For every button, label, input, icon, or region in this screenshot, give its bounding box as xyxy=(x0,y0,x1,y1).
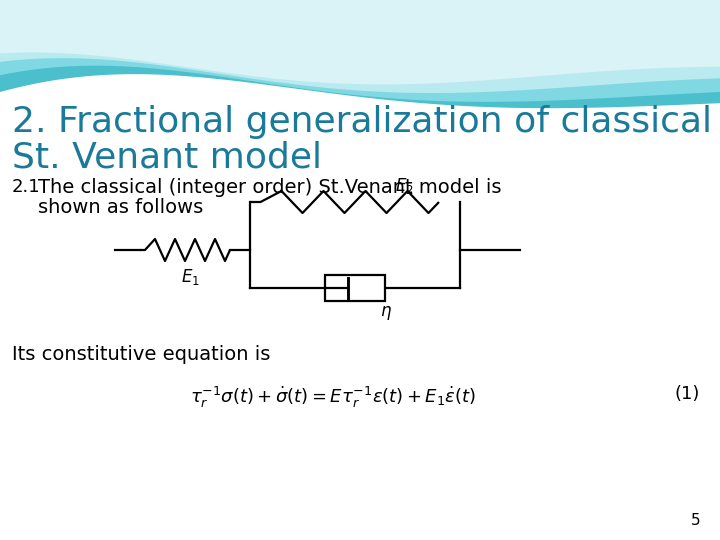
Text: The classical (integer order) St.Venant model is: The classical (integer order) St.Venant … xyxy=(38,178,502,197)
Text: shown as follows: shown as follows xyxy=(38,198,203,217)
Text: 2.1: 2.1 xyxy=(12,178,40,196)
Polygon shape xyxy=(0,0,720,84)
Polygon shape xyxy=(0,0,720,102)
Text: Its constitutive equation is: Its constitutive equation is xyxy=(12,345,271,364)
Bar xyxy=(325,275,385,301)
Polygon shape xyxy=(0,0,720,108)
Text: (1): (1) xyxy=(675,385,700,403)
Text: $E_1$: $E_1$ xyxy=(181,267,199,287)
Text: 2. Fractional generalization of classical: 2. Fractional generalization of classica… xyxy=(12,105,712,139)
Text: $\tau_r^{-1}\sigma(t)+\dot{\sigma}(t)=E\tau_r^{-1}\varepsilon(t)+E_1\dot{\vareps: $\tau_r^{-1}\sigma(t)+\dot{\sigma}(t)=E\… xyxy=(190,385,476,410)
Text: $E_2$: $E_2$ xyxy=(395,176,414,196)
Polygon shape xyxy=(0,0,720,93)
Text: St. Venant model: St. Venant model xyxy=(12,140,322,174)
Text: 5: 5 xyxy=(690,513,700,528)
Text: $\eta$: $\eta$ xyxy=(380,304,392,322)
